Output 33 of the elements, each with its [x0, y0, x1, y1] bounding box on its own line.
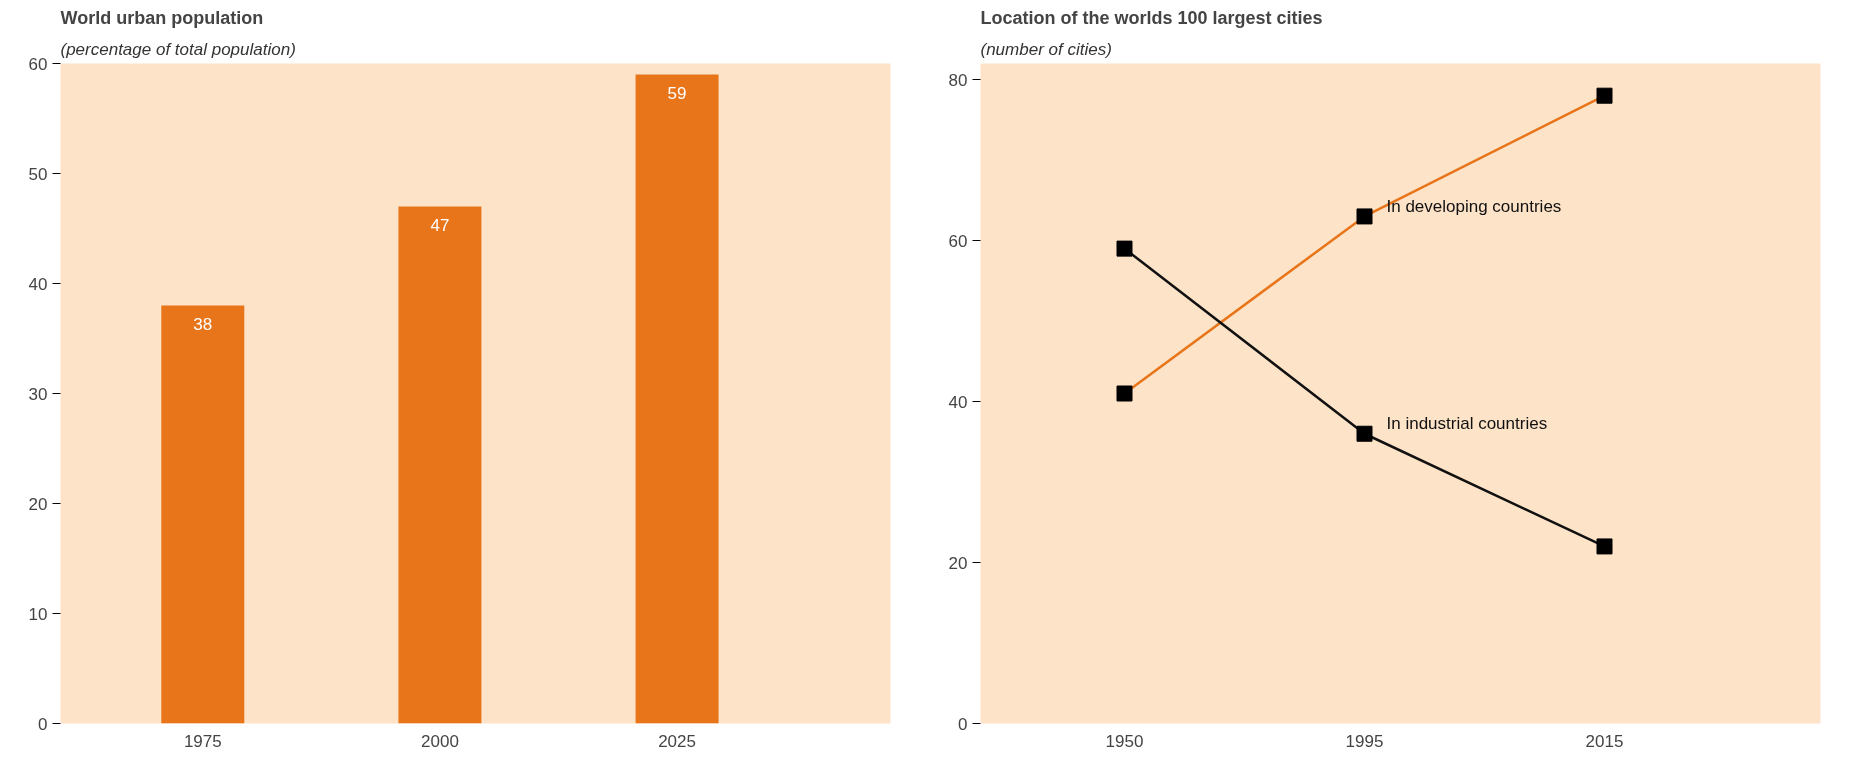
series-label: In industrial countries — [1386, 414, 1548, 434]
y-tick-label: 40 — [28, 274, 48, 294]
data-label: 38 — [193, 314, 213, 334]
series-label: In developing countries — [1386, 196, 1562, 216]
chart-title: World urban population — [60, 7, 264, 28]
bar — [635, 74, 719, 724]
chart-subtitle: (percentage of total population) — [60, 39, 296, 59]
x-tick-label: 1995 — [1345, 731, 1384, 751]
point — [1596, 538, 1613, 555]
y-tick-label: 40 — [948, 392, 968, 412]
y-tick-label: 10 — [28, 604, 48, 624]
y-tick-label: 30 — [28, 384, 48, 404]
point — [1116, 240, 1133, 257]
x-tick-label: 1950 — [1105, 731, 1144, 751]
x-tick-label: 2015 — [1585, 731, 1624, 751]
y-tick-label: 60 — [948, 231, 968, 251]
x-tick-label: 1975 — [183, 731, 222, 751]
y-tick-label: 20 — [948, 553, 968, 573]
chart-subtitle: (number of cities) — [980, 39, 1112, 59]
y-tick-label: 0 — [38, 714, 48, 734]
y-tick-label: 0 — [958, 714, 968, 734]
y-tick-label: 50 — [28, 164, 48, 184]
y-tick-label: 80 — [948, 70, 968, 90]
x-tick-label: 2000 — [421, 731, 459, 751]
bar — [398, 206, 482, 724]
point — [1356, 425, 1373, 442]
y-tick-label: 60 — [28, 54, 48, 74]
bar — [161, 305, 245, 724]
data-label: 47 — [430, 215, 450, 235]
y-tick-label: 20 — [28, 494, 48, 514]
data-label: 59 — [667, 83, 687, 103]
x-tick-label: 2025 — [658, 731, 696, 751]
chart-title: Location of the worlds 100 largest cities — [980, 7, 1323, 28]
